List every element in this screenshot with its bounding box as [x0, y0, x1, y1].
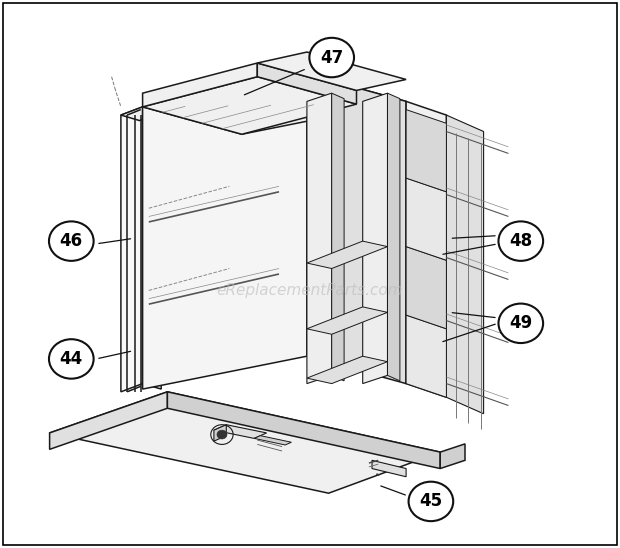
Text: 46: 46	[60, 232, 83, 250]
Circle shape	[309, 38, 354, 77]
Polygon shape	[257, 52, 406, 90]
Text: 45: 45	[419, 493, 443, 510]
Polygon shape	[143, 107, 161, 389]
Polygon shape	[257, 63, 356, 104]
Polygon shape	[307, 241, 388, 269]
Circle shape	[409, 482, 453, 521]
Text: eReplacementParts.com: eReplacementParts.com	[216, 283, 404, 298]
Circle shape	[49, 221, 94, 261]
Polygon shape	[406, 315, 446, 397]
Polygon shape	[214, 425, 226, 441]
Polygon shape	[254, 436, 291, 445]
Polygon shape	[307, 74, 406, 384]
Polygon shape	[440, 444, 465, 469]
Circle shape	[217, 430, 227, 439]
Text: 48: 48	[509, 232, 533, 250]
Text: 47: 47	[320, 49, 343, 66]
Polygon shape	[167, 392, 440, 469]
Circle shape	[49, 339, 94, 379]
Polygon shape	[143, 63, 257, 107]
Polygon shape	[332, 93, 344, 381]
Polygon shape	[121, 107, 143, 392]
Polygon shape	[307, 307, 388, 334]
Text: 49: 49	[509, 315, 533, 332]
Circle shape	[498, 304, 543, 343]
Polygon shape	[372, 460, 406, 477]
Polygon shape	[307, 93, 332, 384]
Polygon shape	[50, 392, 440, 493]
Polygon shape	[388, 93, 400, 381]
Polygon shape	[363, 93, 388, 384]
Circle shape	[498, 221, 543, 261]
Polygon shape	[307, 356, 388, 384]
Text: 44: 44	[60, 350, 83, 368]
Polygon shape	[121, 107, 161, 121]
Polygon shape	[446, 115, 484, 414]
Polygon shape	[143, 74, 406, 134]
Polygon shape	[406, 101, 446, 397]
Polygon shape	[406, 110, 446, 192]
Polygon shape	[143, 74, 307, 389]
Polygon shape	[214, 425, 267, 438]
Polygon shape	[143, 77, 356, 134]
Polygon shape	[406, 247, 446, 329]
Polygon shape	[406, 178, 446, 260]
Polygon shape	[50, 392, 167, 449]
